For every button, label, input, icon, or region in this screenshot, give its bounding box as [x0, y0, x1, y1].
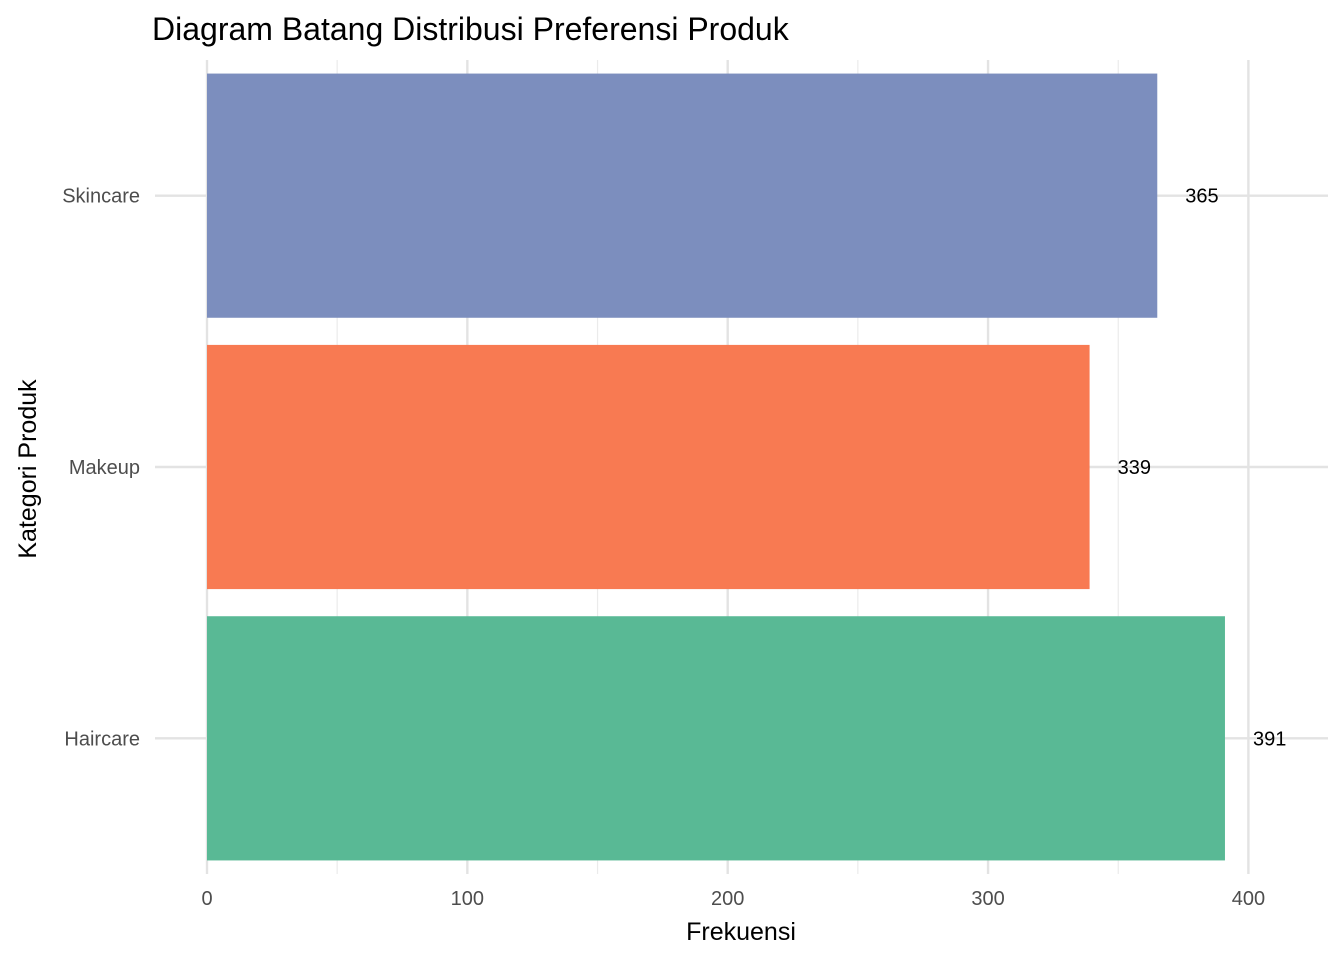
x-axis-ticks: 0 100 200 300 400	[201, 888, 1265, 910]
x-tick-label: 300	[971, 888, 1004, 910]
data-label-haircare: 391	[1253, 728, 1286, 750]
y-axis-ticks: Haircare Makeup Skincare	[62, 186, 140, 751]
y-tick-label-haircare: Haircare	[64, 728, 140, 750]
x-tick-label: 400	[1232, 888, 1265, 910]
y-tick-label-makeup: Makeup	[69, 457, 140, 479]
bar-haircare	[207, 616, 1225, 861]
y-axis-title: Kategori Produk	[14, 379, 42, 559]
y-tick-label-skincare: Skincare	[62, 186, 140, 208]
x-axis-title: Frekuensi	[686, 918, 796, 946]
x-tick-label: 0	[201, 888, 212, 910]
bars	[207, 73, 1225, 861]
data-label-makeup: 339	[1118, 457, 1151, 479]
bar-makeup	[207, 344, 1090, 590]
chart-title: Diagram Batang Distribusi Preferensi Pro…	[152, 11, 790, 47]
data-labels: 391 339 365	[1118, 186, 1287, 751]
data-label-skincare: 365	[1185, 186, 1218, 208]
bar-skincare	[207, 73, 1158, 318]
x-tick-label: 100	[451, 888, 484, 910]
x-tick-label: 200	[711, 888, 744, 910]
